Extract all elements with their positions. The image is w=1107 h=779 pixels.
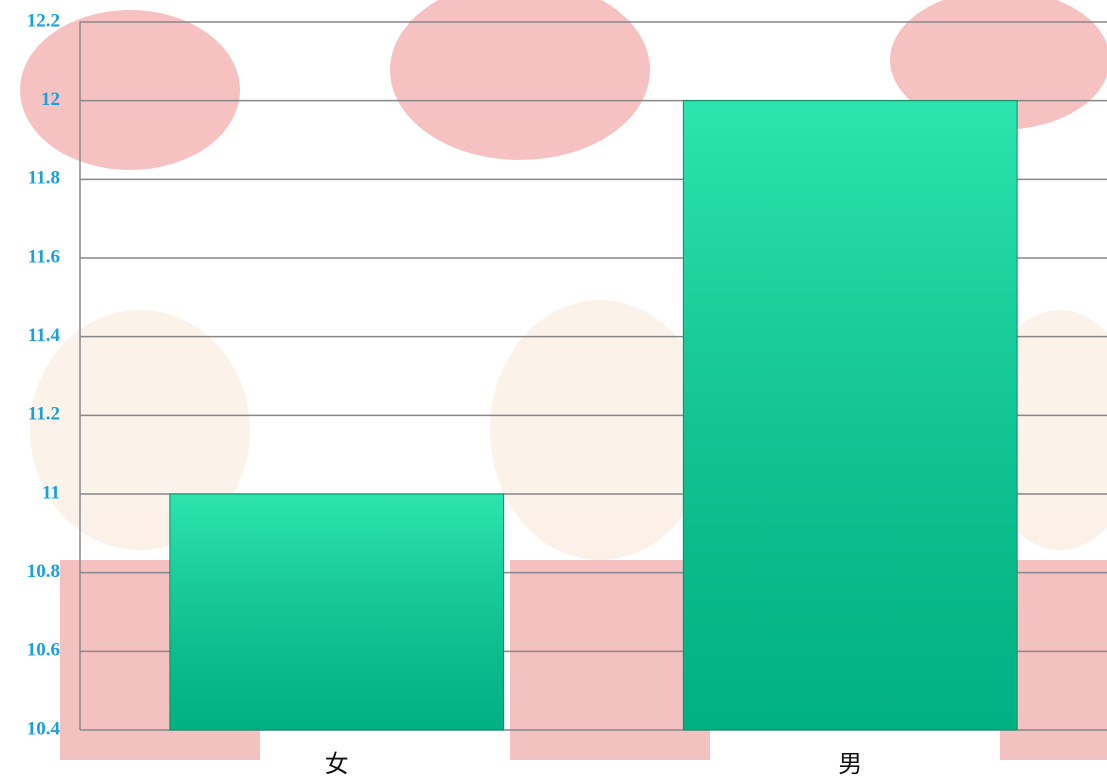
bar-shade bbox=[169, 493, 505, 731]
y-tick-label: 10.4 bbox=[27, 718, 61, 739]
y-tick-label: 11.4 bbox=[28, 325, 61, 346]
y-tick-label: 10.6 bbox=[27, 640, 60, 661]
y-tick-label: 12 bbox=[41, 89, 60, 110]
y-tick-label: 11.2 bbox=[28, 404, 60, 425]
x-tick-label: 女 bbox=[325, 750, 349, 778]
y-tick-label: 11.8 bbox=[28, 168, 60, 189]
bar-shade bbox=[682, 100, 1018, 731]
y-tick-label: 11 bbox=[42, 482, 60, 503]
x-tick-label: 男 bbox=[838, 750, 862, 778]
y-tick-label: 12.2 bbox=[27, 10, 60, 31]
y-tick-label: 10.8 bbox=[27, 561, 60, 582]
y-tick-label: 11.6 bbox=[28, 246, 60, 267]
